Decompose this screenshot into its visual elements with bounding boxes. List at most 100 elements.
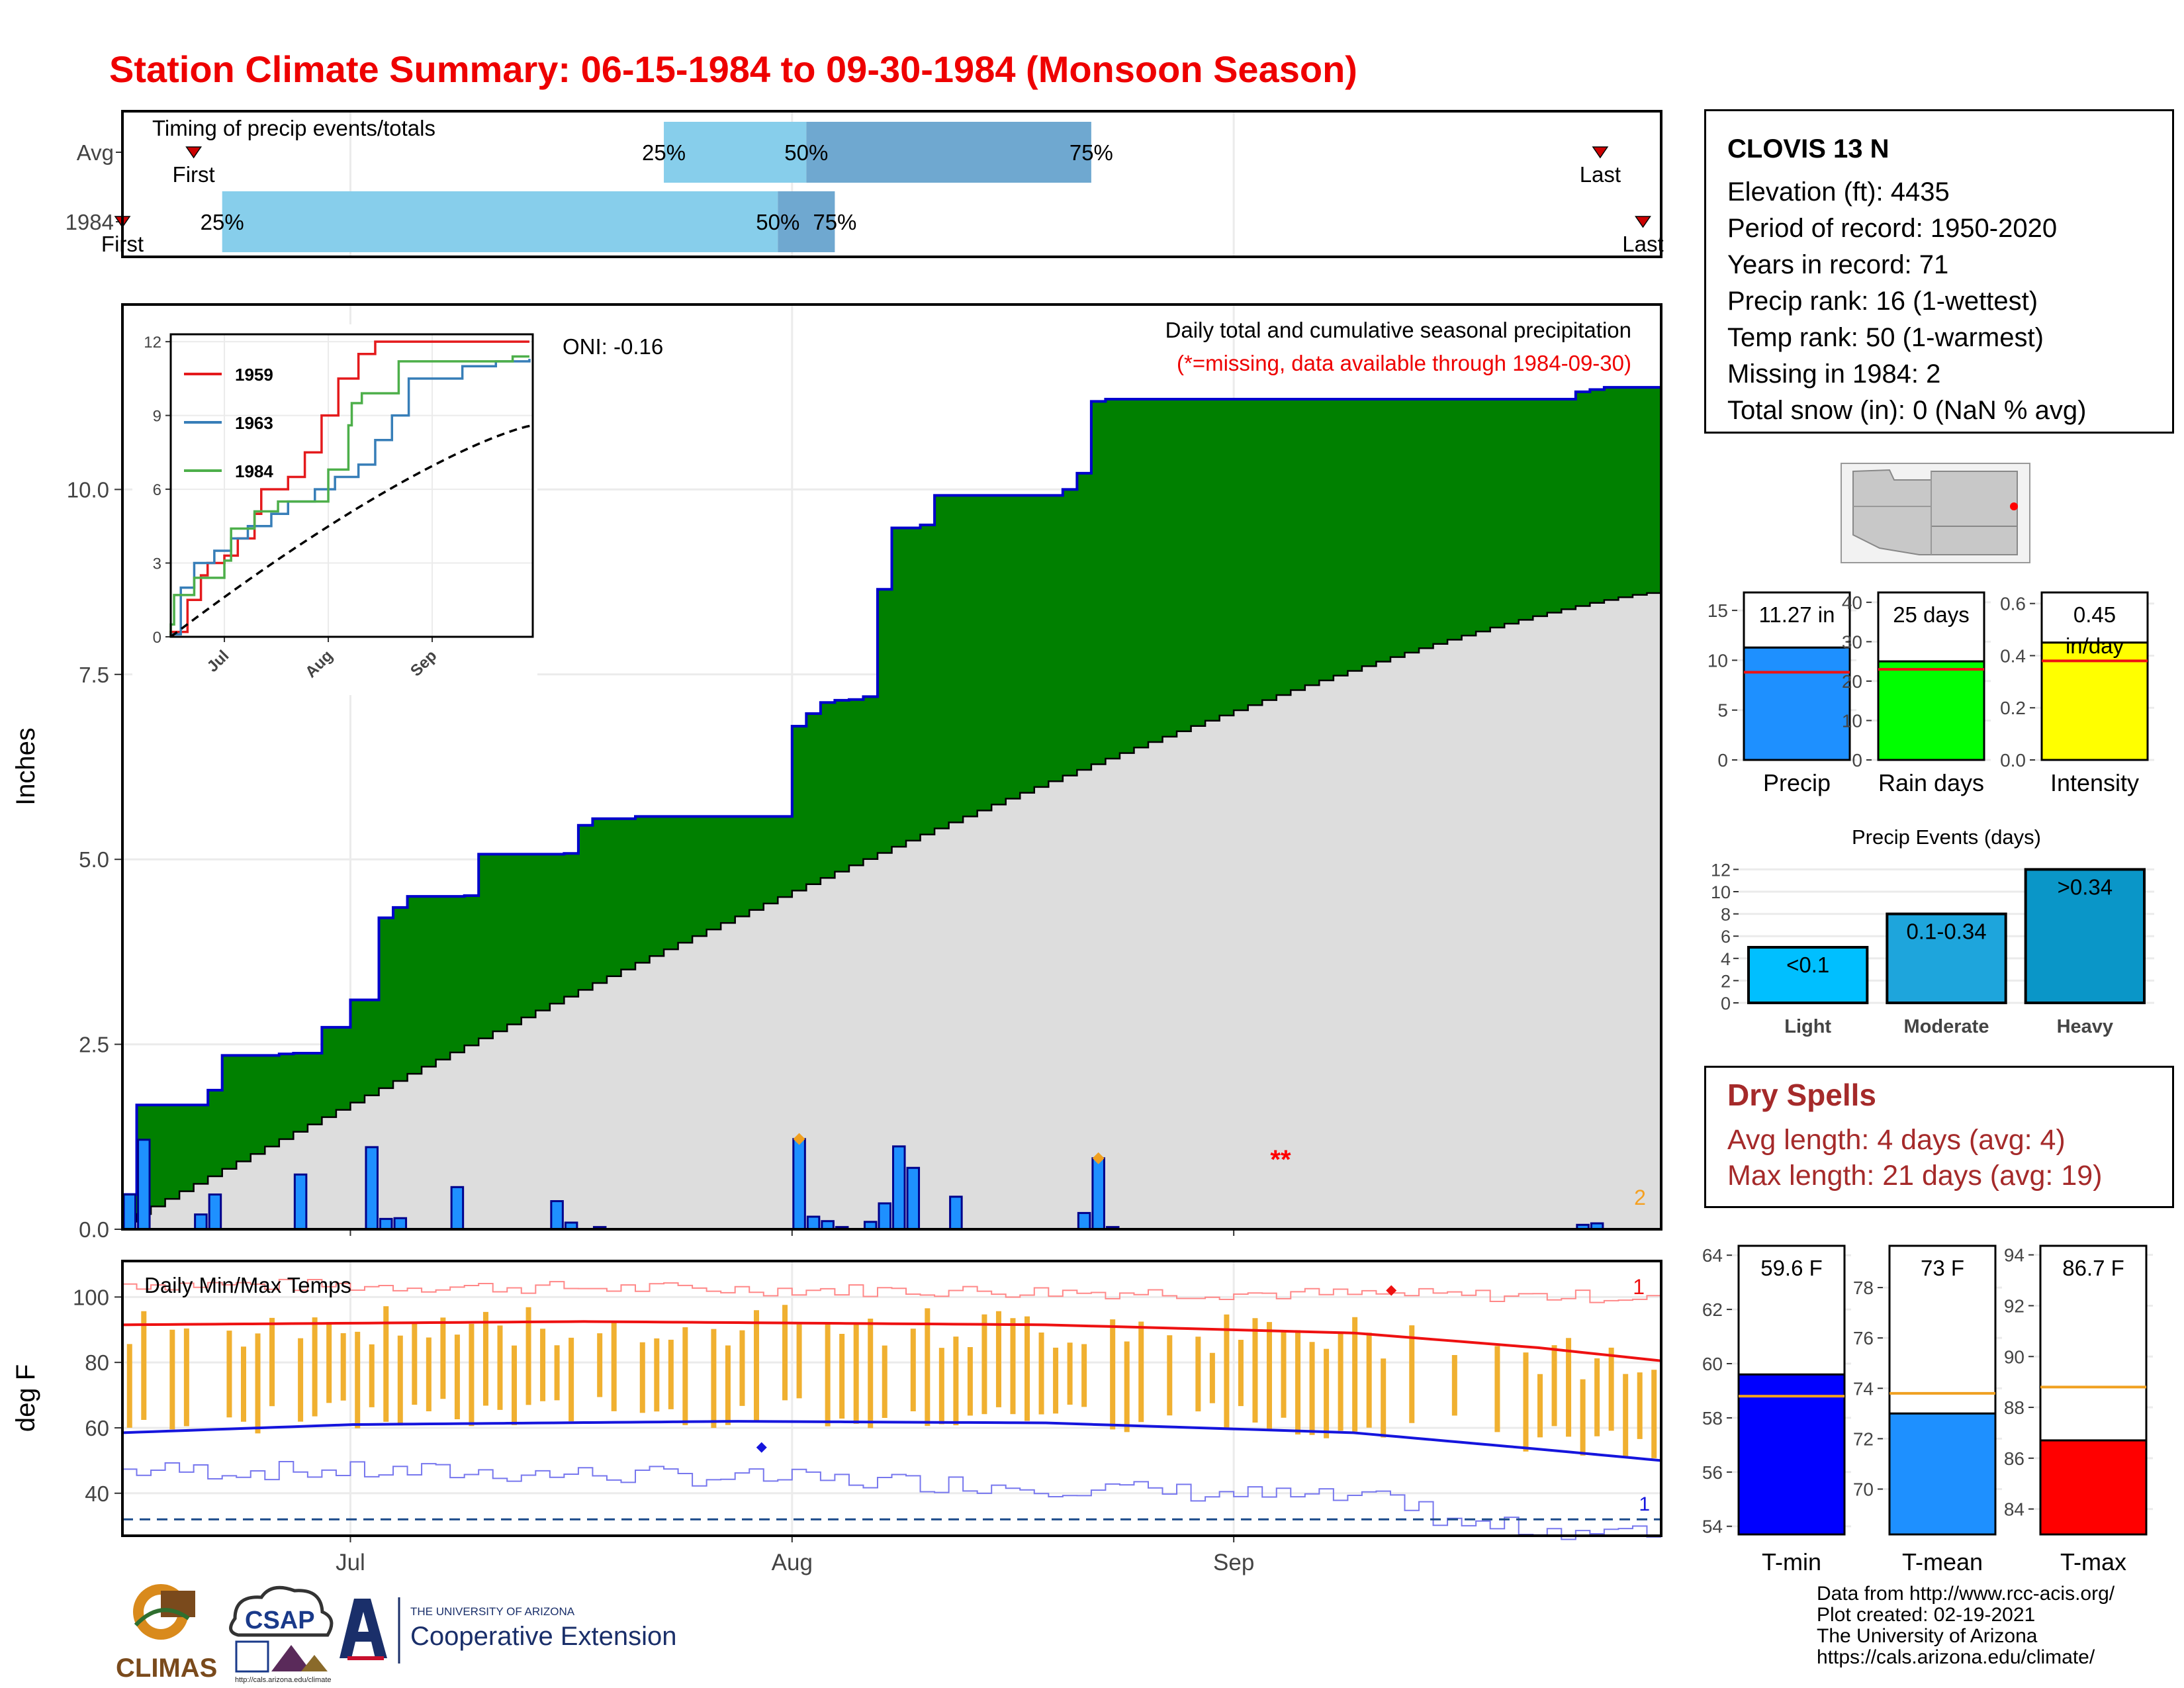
events-title: Precip Events (days)	[1852, 825, 2041, 849]
category-label: Rain days	[1878, 769, 1984, 796]
university-of-arizona-logo: THE UNIVERSITY OF ARIZONA Cooperative Ex…	[340, 1597, 676, 1664]
inset-frame	[169, 333, 534, 638]
daily-precip-bar	[122, 1193, 137, 1231]
missing-count-label: 2	[1634, 1186, 1646, 1209]
daily-precip-bar	[1091, 1157, 1105, 1231]
avg-min-line	[122, 1420, 1662, 1462]
station-location-marker	[2010, 502, 2018, 510]
small-panel-ytick-label: 10	[1842, 710, 1862, 731]
small-panel-ytick-label: 0	[1852, 750, 1862, 771]
csap-logo-text: CSAP	[245, 1607, 315, 1634]
station-period: Period of record: 1950-2020	[1727, 214, 2058, 243]
credits: Data from http://www.rcc-acis.org/ Plot …	[1817, 1583, 2115, 1668]
inset-legend-label: 1984	[235, 461, 273, 481]
timing-bar-late-Avg	[806, 122, 1091, 183]
event-bar-light	[1747, 946, 1869, 1004]
events-ytick-label: 2	[1721, 971, 1731, 991]
event-bar-label: 0.1-0.34	[1906, 919, 1986, 944]
inset-ytick-label: 3	[153, 555, 161, 573]
station-name: CLOVIS 13 N	[1727, 134, 1889, 164]
small-panel-ytick-label: 20	[1842, 671, 1862, 692]
value-bar-t-max	[2039, 1439, 2148, 1536]
daily-precip-bar	[450, 1186, 465, 1231]
daily-precip-bar	[892, 1145, 906, 1231]
credit-url: https://cals.arizona.edu/climate/	[1817, 1646, 2095, 1668]
precip-title: Daily total and cumulative seasonal prec…	[1165, 318, 1631, 342]
timing-q50-label: 50%	[756, 210, 799, 234]
timing-q25-label: 25%	[201, 210, 244, 234]
temp-ytick-label: 40	[85, 1481, 109, 1506]
event-category-label: Light	[1784, 1016, 1831, 1037]
record-min-line	[122, 1460, 1661, 1540]
precip-ylabel: Inches	[11, 727, 40, 806]
small-panel-ytick-label: 62	[1702, 1299, 1723, 1320]
precip-ytick-label: 2.5	[79, 1033, 109, 1057]
daily-precip-bar	[393, 1217, 408, 1231]
climas-logo-text: CLIMAS	[116, 1654, 217, 1683]
temp-title: Daily Min/Max Temps	[144, 1273, 351, 1297]
avg-cumulative-area	[121, 592, 1662, 1231]
small-panel-ytick-label: 0	[1717, 750, 1728, 771]
small-panel-ytick-label: 40	[1842, 592, 1862, 613]
record-day-marker	[1092, 1152, 1105, 1164]
small-panel-ytick-label: 78	[1853, 1278, 1874, 1298]
record-min-marker	[756, 1442, 767, 1453]
timing-last-marker	[1635, 216, 1651, 228]
daily-precip-bar	[208, 1193, 222, 1231]
events-ytick-label: 12	[1711, 860, 1731, 880]
avg-max-line	[122, 1320, 1662, 1362]
timing-first-marker	[185, 146, 203, 159]
dry-spells-avg: Avg length: 4 days (avg: 4)	[1727, 1124, 2066, 1156]
value-label: in/day	[2066, 633, 2124, 658]
small-panel-ytick-label: 90	[2004, 1346, 2025, 1367]
small-panel-ytick-label: 86	[2004, 1448, 2025, 1469]
timing-first-label: First	[173, 162, 215, 187]
inset-background	[132, 324, 537, 695]
station-precip-rank: Precip rank: 16 (1-wettest)	[1727, 287, 2038, 316]
record-max-line	[122, 1278, 1661, 1303]
inset-ytick-label: 6	[153, 481, 161, 499]
small-panel-ytick-label: 5	[1717, 700, 1728, 721]
station-snow: Total snow (in): 0 (NaN % avg)	[1727, 396, 2087, 425]
inset-ytick-label: 9	[153, 408, 161, 426]
small-panel-ytick-label: 70	[1853, 1479, 1874, 1500]
value-label: 86.7 F	[2062, 1256, 2124, 1280]
oni-label: ONI: -0.16	[563, 334, 663, 359]
timing-q75-label: 75%	[813, 210, 856, 234]
value-label: 73 F	[1921, 1256, 1964, 1280]
value-label: 0.45	[2073, 602, 2116, 627]
event-category-label: Moderate	[1904, 1016, 1989, 1037]
daily-precip-bar	[1077, 1211, 1091, 1231]
inset-ytick-label: 0	[153, 629, 161, 647]
category-label: T-mean	[1902, 1548, 1983, 1575]
small-panel-ytick-label: 64	[1702, 1245, 1723, 1266]
timing-row-label: Avg	[77, 140, 114, 165]
station-years: Years in record: 71	[1727, 250, 1949, 279]
value-label-box	[1737, 1244, 1846, 1376]
dry-spells-max: Max length: 21 days (avg: 19)	[1727, 1160, 2103, 1192]
small-panel-ytick-label: 92	[2004, 1295, 2025, 1316]
temp-ytick-label: 100	[73, 1285, 109, 1309]
value-bar-precip	[1743, 646, 1851, 761]
daily-precip-bar	[379, 1217, 393, 1231]
timing-last-label: Last	[1580, 162, 1621, 187]
timing-bar-early-Avg	[664, 122, 807, 183]
station-info-box: CLOVIS 13 N Elevation (ft): 4435 Period …	[1704, 109, 2174, 434]
small-panel-ytick-label: 56	[1702, 1462, 1723, 1483]
event-bar-moderate	[1886, 912, 2007, 1004]
credit-plot-date: Plot created: 02-19-2021	[1817, 1604, 2036, 1626]
value-label-box	[1743, 591, 1851, 649]
station-elevation: Elevation (ft): 4435	[1727, 177, 1950, 207]
small-panel-ytick-label: 10	[1707, 650, 1728, 671]
small-panel-ytick-label: 76	[1853, 1328, 1874, 1348]
value-label: 11.27 in	[1759, 602, 1835, 627]
precip-ytick-label: 10.0	[67, 477, 109, 502]
timing-last-label: Last	[1622, 232, 1663, 256]
precip-subtitle: (*=missing, data available through 1984-…	[1177, 351, 1631, 375]
inset-ytick-label: 12	[144, 334, 161, 352]
small-panel-ytick-label: 72	[1853, 1429, 1874, 1449]
daily-precip-bar	[137, 1139, 151, 1231]
